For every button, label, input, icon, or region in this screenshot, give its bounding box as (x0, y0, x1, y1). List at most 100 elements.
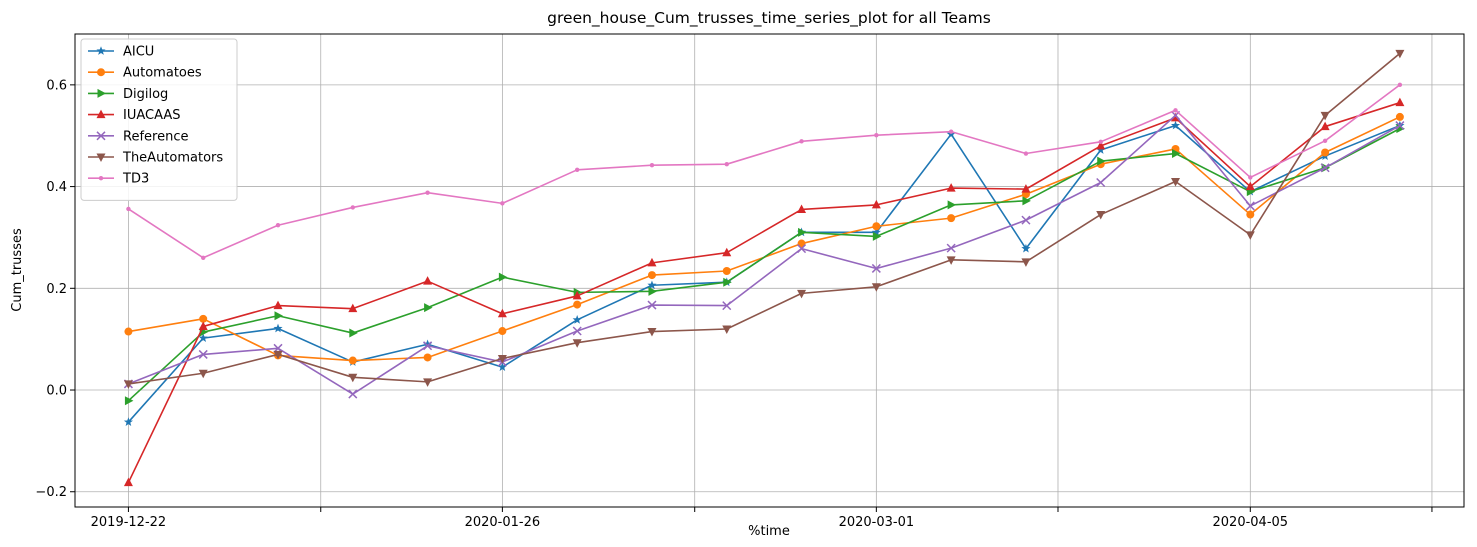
data-point-iuacaas (946, 183, 956, 192)
y-tick-label: −0.2 (35, 485, 67, 500)
data-point-reference (722, 301, 732, 311)
data-point-automatoes (423, 353, 432, 362)
legend-label: IUACAAS (123, 108, 181, 123)
data-point-reference (871, 263, 881, 273)
data-point-td3 (649, 163, 655, 168)
data-point-td3 (1397, 82, 1403, 88)
data-point-theautomators (647, 328, 657, 337)
data-point-reference (1395, 121, 1405, 131)
y-tick-label: 0.6 (46, 78, 67, 93)
x-tick-label: 2020-03-01 (839, 515, 915, 530)
series-line-digilog (127, 127, 1401, 402)
data-point-iuacaas (1245, 181, 1255, 191)
data-point-theautomators (273, 350, 283, 360)
data-point-digilog (723, 277, 732, 287)
data-point-reference (1320, 163, 1330, 173)
data-point-reference (572, 326, 582, 336)
data-point-td3 (201, 255, 206, 260)
data-point-td3 (275, 223, 281, 228)
data-point-td3 (799, 139, 804, 144)
data-point-td3 (724, 162, 729, 167)
data-point-reference (348, 389, 358, 399)
data-point-automatoes (872, 222, 881, 231)
x-tick-label: 2020-04-05 (1213, 515, 1289, 530)
data-point-theautomators (1096, 211, 1106, 220)
x-axis-label: %time (748, 524, 790, 539)
data-point-td3 (1248, 175, 1253, 180)
legend-marker (96, 109, 106, 119)
data-point-iuacaas (1021, 184, 1031, 193)
data-point-td3 (874, 133, 879, 138)
data-point-theautomators (1320, 111, 1330, 121)
legend-item-aicu: AICU (88, 45, 154, 60)
data-point-iuacaas (423, 276, 433, 285)
legend-item-td3: TD3 (88, 172, 149, 187)
data-point-aicu (572, 315, 582, 324)
data-point-digilog (349, 328, 358, 338)
data-point-iuacaas (1395, 97, 1405, 107)
data-point-aicu (423, 339, 433, 349)
data-point-theautomators (423, 378, 433, 387)
data-point-iuacaas (797, 204, 807, 213)
data-point-iuacaas (123, 477, 133, 487)
data-point-automatoes (1321, 148, 1330, 157)
data-point-digilog (424, 303, 433, 313)
data-point-digilog (798, 227, 807, 237)
legend-item-automatoes: Automatoes (88, 66, 202, 81)
data-point-td3 (425, 190, 430, 195)
data-point-digilog (1172, 149, 1181, 159)
data-point-iuacaas (722, 247, 732, 257)
legend-marker (96, 46, 106, 55)
series-digilog (124, 124, 1405, 406)
data-point-automatoes (722, 267, 731, 276)
data-point-digilog (274, 311, 284, 321)
data-point-aicu (1096, 145, 1106, 154)
data-point-iuacaas (348, 303, 358, 313)
series-line-reference (128, 114, 1401, 395)
data-point-iuacaas (1096, 140, 1106, 150)
data-point-iuacaas (273, 300, 283, 310)
data-point-aicu (123, 417, 133, 426)
data-point-td3 (1023, 151, 1029, 156)
x-tick-label: 2019-12-22 (91, 515, 167, 530)
data-point-td3 (948, 129, 954, 134)
data-point-automatoes (498, 327, 507, 336)
data-point-td3 (1098, 139, 1103, 145)
series-lines (123, 49, 1405, 487)
data-point-iuacaas (647, 257, 657, 267)
data-point-theautomators (497, 354, 507, 364)
y-axis-ticks: −0.2 0.0 0.2 0.4 0.6 (35, 78, 75, 500)
series-line-iuacaas (127, 101, 1401, 483)
legend-label: Reference (123, 129, 188, 144)
data-point-td3 (574, 167, 580, 172)
legend-marker (97, 68, 105, 77)
legend-marker (97, 88, 106, 98)
data-point-aicu (497, 362, 507, 372)
legend-item-iuacaas: IUACAAS (88, 108, 181, 123)
data-point-digilog (648, 286, 657, 296)
data-point-td3 (1173, 108, 1178, 113)
data-point-theautomators (797, 289, 807, 299)
data-point-reference (198, 349, 208, 359)
data-point-td3 (1322, 138, 1328, 144)
data-point-theautomators (871, 283, 881, 292)
data-point-theautomators (348, 373, 358, 383)
data-point-reference (797, 244, 807, 254)
legend-item-digilog: Digilog (88, 87, 168, 102)
chart-title: green_house_Cum_trusses_time_series_plot… (547, 9, 991, 28)
data-point-automatoes (348, 356, 357, 365)
legend-label: Digilog (123, 87, 168, 102)
y-axis-label: Cum_trusses (10, 228, 25, 312)
data-point-theautomators (1245, 231, 1255, 240)
data-point-aicu (1021, 243, 1031, 253)
data-point-theautomators (572, 339, 582, 348)
data-point-theautomators (1171, 177, 1181, 187)
legend-marker (96, 131, 106, 141)
data-point-theautomators (722, 325, 732, 334)
series-td3 (126, 82, 1403, 260)
data-point-reference (946, 243, 956, 253)
data-point-aicu (1170, 120, 1181, 130)
data-point-theautomators (123, 380, 133, 389)
data-point-iuacaas (1320, 121, 1330, 131)
